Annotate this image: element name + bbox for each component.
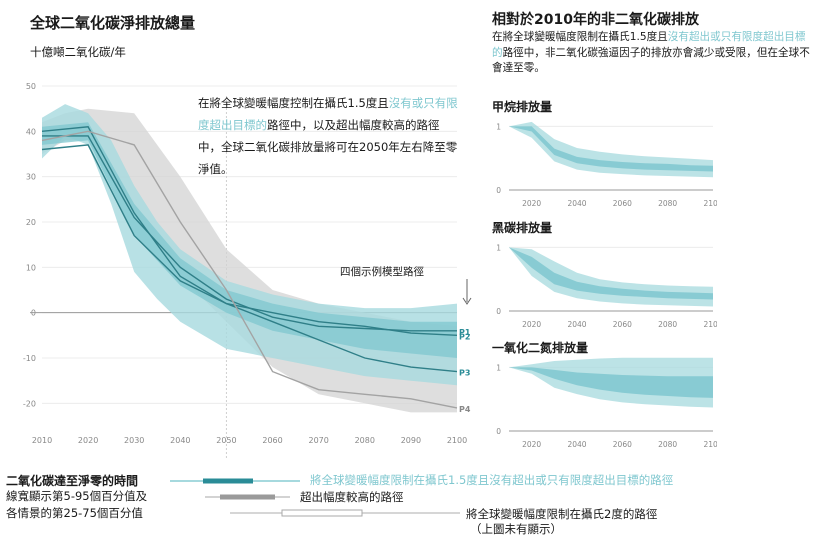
x-tick-label: 2040 [567,440,586,449]
x-tick-label: 2030 [124,436,144,445]
band-25-75 [509,126,713,172]
y-tick-label: 0 [496,427,501,436]
band-5-95 [509,121,713,178]
band-2 [42,104,457,386]
x-tick-label: 2060 [613,199,632,208]
pathway-label-p1: P1 [459,328,471,337]
x-tick-label: 2010 [32,436,52,445]
legend-subtitle-1: 線寬顯示第5-95個百分值及 [6,489,148,503]
annotation-text-pre: 在將全球變暖幅度控制在攝氏1.5度且 [198,96,389,110]
band-25-75 [509,247,713,300]
band-3 [42,122,457,358]
example-pathways-label: 四個示例模型路徑 [340,266,424,278]
x-tick-label: 2080 [658,440,677,449]
desc-text-post: 路徑中，非二氧化碳強逼因子的排放亦會減少或受限，但在全球不會達至零。 [492,46,810,75]
x-tick-label: 2020 [522,199,541,208]
x-tick-label: 2050 [216,436,236,445]
y-tick-label: 1 [496,243,501,252]
black-carbon-chart: 0 1 2020 2040 2060 2080 2100 [496,243,717,329]
non-co2-description: 在將全球變暖幅度限制在攝氏1.5度且沒有超出或只有限度超出目標的路徑中，非二氧化… [492,30,812,77]
x-tick-label: 2080 [658,320,677,329]
pathway-line-p4 [41,130,458,409]
legend-item-3-line2: （上圖未有顯示） [470,522,562,536]
pathway-label-p2: P2 [459,332,470,341]
main-co2-chart: -20-1001020304050P1P2P3P4201020202030204… [23,82,472,460]
annotation-text-post: 路徑中，以及超出幅度較高的路徑中，全球二氧化碳排放量將可在2050年左右降至零淨… [198,118,458,176]
x-tick-label: 2020 [522,320,541,329]
main-chart-annotation: 在將全球變暖幅度控制在攝氏1.5度且沒有或只有限度超出目標的路徑中，以及超出幅度… [198,92,460,180]
y-tick-label: 1 [496,122,501,131]
y-tick-label: 30 [26,173,36,182]
y-tick-label: 1 [496,363,501,372]
x-tick-label: 2090 [401,436,421,445]
legend-swatches [170,478,460,517]
y-tick-label: 10 [26,263,36,272]
x-tick-label: 2040 [567,199,586,208]
nitrous-oxide-chart-title: 一氧化二氮排放量 [492,341,589,355]
x-tick-label: 2070 [308,436,328,445]
main-chart-unit: 十億噸二氧化碳/年 [30,45,126,59]
x-tick-label: 2080 [355,436,375,445]
pathway-label-p4: P4 [459,405,471,414]
y-tick-label: -10 [23,354,36,363]
y-tick-label: -20 [23,399,36,408]
annotation-text-highlight: 沒有或只有限度超出目標的 [198,96,458,132]
x-tick-label: 2100 [703,440,717,449]
legend-swatch-3-iqr [281,509,363,517]
x-tick-label: 2060 [613,320,632,329]
y-tick-label: 20 [26,218,36,227]
x-tick-label: 2100 [703,320,717,329]
nitrous-oxide-chart: 0 1 2020 2040 2060 2080 2100 [496,357,717,449]
x-tick-label: 2020 [522,440,541,449]
x-tick-label: 2100 [703,199,717,208]
x-tick-label: 2100 [447,436,467,445]
x-tick-label: 2020 [78,436,98,445]
black-carbon-chart-title: 黑碳排放量 [492,221,553,235]
band-25-75 [509,367,713,398]
pathway-label-p3: P3 [459,369,470,378]
desc-text-highlight: 沒有超出或只有限度超出目標的 [492,31,806,59]
example-arrow-head [462,297,472,305]
non-co2-title: 相對於2010年的非二氧化碳排放 [492,12,699,28]
y-tick-label: 50 [26,82,36,91]
x-tick-label: 2040 [567,320,586,329]
pathway-line-p3 [41,144,458,373]
main-chart-title: 全球二氧化碳淨排放總量 [30,14,196,32]
y-tick-label: 0 [496,186,501,195]
y-tick-label: 0 [496,307,501,316]
legend-subtitle-2: 各情景的第25-75個百分值 [6,506,143,520]
methane-chart: 0 1 2020 2040 2060 2080 2100 [496,121,717,208]
desc-text-pre: 在將全球變暖幅度限制在攝氏1.5度且 [492,31,668,43]
x-tick-label: 2060 [613,440,632,449]
legend-item-3-line1: 將全球變暖幅度限制在攝氏2度的路徑 [466,507,658,521]
methane-chart-title: 甲烷排放量 [492,100,553,114]
legend-title: 二氧化碳達至淨零的時間 [6,474,139,488]
y-tick-label: 40 [26,127,36,136]
x-tick-label: 2080 [658,199,677,208]
legend-item-2: 超出幅度較高的路徑 [300,490,404,504]
x-tick-label: 2040 [170,436,190,445]
legend-item-1: 將全球變暖幅度限制在攝氏1.5度且沒有超出或只有限度超出目標的路徑 [310,473,674,487]
pathway-line-p2 [41,126,458,336]
x-tick-label: 2060 [262,436,282,445]
